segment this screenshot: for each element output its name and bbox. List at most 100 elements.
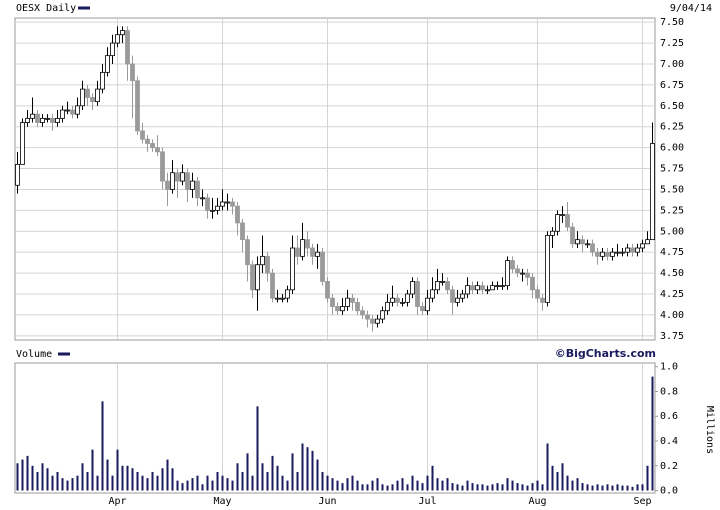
candle-body <box>180 172 185 182</box>
candle-body <box>145 138 150 144</box>
candle-body <box>590 243 595 253</box>
candle-body <box>110 42 115 57</box>
candle-body <box>495 285 500 288</box>
candle-body <box>340 306 345 312</box>
bar <box>176 480 179 491</box>
candle-body <box>335 306 340 312</box>
y-tick-label: 3.75 <box>660 331 684 342</box>
bar <box>271 455 274 491</box>
bar <box>196 475 199 491</box>
bar <box>186 480 189 491</box>
candle-body <box>535 289 540 299</box>
bar <box>621 485 624 491</box>
bar <box>116 449 119 491</box>
candle-body <box>365 314 370 320</box>
candle-body <box>585 243 590 246</box>
candle-body <box>285 289 290 299</box>
candle-body <box>255 264 260 291</box>
candle-body <box>520 272 525 275</box>
candle-body <box>315 251 320 257</box>
bar <box>351 475 354 491</box>
bar <box>426 475 429 491</box>
candle-body <box>240 222 245 241</box>
candle-body <box>85 88 90 98</box>
bar <box>366 484 369 491</box>
y-tick-label: 4.75 <box>660 247 684 258</box>
bar <box>256 406 259 491</box>
candle-body <box>40 117 45 123</box>
candle-body <box>470 285 475 291</box>
candle-body <box>15 163 20 186</box>
candle-body <box>440 281 445 283</box>
bar <box>506 478 509 491</box>
candle-body <box>415 281 420 307</box>
bar <box>96 475 99 491</box>
candle-body <box>140 130 145 140</box>
candle-body <box>380 310 385 320</box>
y-tick-label: 4.25 <box>660 289 684 300</box>
bar <box>411 475 414 491</box>
candle-body <box>550 230 555 236</box>
candle-body <box>290 247 295 291</box>
candle-body <box>600 251 605 257</box>
chart-title: OESX Daily <box>16 3 76 14</box>
y-axis-label: Millions <box>704 406 715 454</box>
candle-body <box>465 285 470 295</box>
candle-body <box>405 293 410 303</box>
candle-body <box>475 285 480 291</box>
bar <box>571 480 574 491</box>
candle-body <box>300 239 305 257</box>
y-tick-label: 0.8 <box>660 386 678 397</box>
bar <box>261 463 264 491</box>
bar <box>346 478 349 491</box>
bar <box>76 475 79 491</box>
candle-body <box>270 272 275 299</box>
bar <box>246 453 249 491</box>
candle-body <box>525 272 530 278</box>
bar <box>496 483 499 491</box>
bar <box>516 483 519 491</box>
candle-body <box>425 297 430 312</box>
candle-body <box>555 214 560 232</box>
bar <box>481 484 484 491</box>
bar <box>321 471 324 491</box>
bar <box>476 484 479 491</box>
bar <box>376 478 379 491</box>
bar <box>166 459 169 491</box>
y-tick-label: 5.50 <box>660 184 684 195</box>
bar <box>511 480 514 491</box>
candle-body <box>325 281 330 299</box>
bar <box>626 485 629 491</box>
candle-body <box>640 243 645 249</box>
candle-body <box>265 255 270 274</box>
candle-body <box>235 205 240 224</box>
bar <box>126 465 129 491</box>
bar <box>61 478 64 491</box>
candle-body <box>20 122 25 165</box>
candle-body <box>330 297 335 307</box>
bar <box>146 478 149 491</box>
bar <box>326 475 329 491</box>
candle-body <box>90 97 95 103</box>
x-tick-label: Jul <box>418 496 436 507</box>
candle-body <box>155 147 160 153</box>
bar <box>456 484 459 491</box>
candle-body <box>650 143 655 241</box>
y-tick-label: 6.50 <box>660 101 684 112</box>
bar <box>586 484 589 491</box>
bar <box>541 484 544 491</box>
candle-body <box>530 276 535 291</box>
candle-body <box>220 201 225 207</box>
candle-body <box>125 30 130 65</box>
bar <box>406 484 409 491</box>
bar <box>446 478 449 491</box>
bar <box>311 450 314 491</box>
candle-body <box>165 180 170 190</box>
y-tick-label: 0.2 <box>660 461 678 472</box>
candle-body <box>65 109 70 112</box>
candle-body <box>490 285 495 291</box>
candle-body <box>385 301 390 312</box>
bar <box>36 471 39 491</box>
candle-body <box>420 306 425 312</box>
bar <box>526 485 529 491</box>
